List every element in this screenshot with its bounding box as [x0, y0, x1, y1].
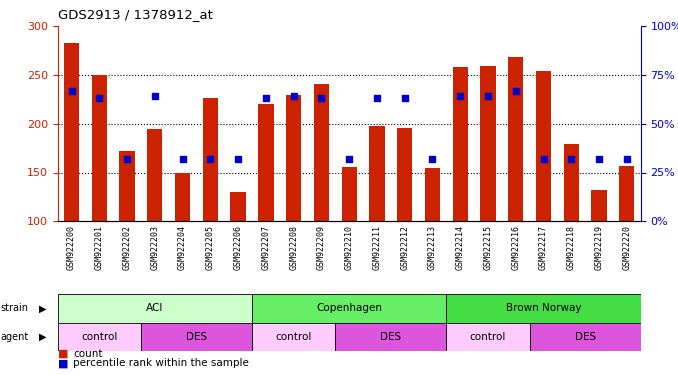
Bar	[286, 94, 301, 221]
Text: DES: DES	[575, 332, 596, 342]
Bar	[141, 322, 252, 351]
Point	[121, 156, 132, 162]
Point	[483, 93, 494, 99]
Bar	[175, 172, 191, 221]
Text: GSM922202: GSM922202	[123, 225, 132, 270]
Bar	[425, 168, 440, 221]
Bar	[563, 144, 579, 221]
Bar	[342, 166, 357, 221]
Bar	[480, 66, 496, 221]
Text: control: control	[81, 332, 117, 342]
Text: GSM922201: GSM922201	[95, 225, 104, 270]
Text: percentile rank within the sample: percentile rank within the sample	[73, 358, 249, 368]
Point	[177, 156, 188, 162]
Bar	[231, 192, 245, 221]
Text: agent: agent	[1, 332, 29, 342]
Point	[622, 156, 633, 162]
Bar	[92, 75, 107, 221]
Bar	[591, 190, 607, 221]
Point	[399, 95, 410, 101]
Bar	[619, 166, 635, 221]
Point	[66, 88, 77, 94]
Bar	[397, 128, 412, 221]
Point	[205, 156, 216, 162]
Point	[427, 156, 438, 162]
Point	[288, 93, 299, 99]
Bar	[446, 322, 530, 351]
Text: ACI: ACI	[146, 303, 163, 313]
Point	[594, 156, 605, 162]
Text: GSM922207: GSM922207	[262, 225, 271, 270]
Point	[566, 156, 577, 162]
Text: GSM922216: GSM922216	[511, 225, 520, 270]
Text: count: count	[73, 349, 103, 359]
Text: GSM922212: GSM922212	[400, 225, 410, 270]
Point	[511, 88, 521, 94]
Bar	[58, 322, 141, 351]
Bar	[119, 151, 135, 221]
Text: GSM922205: GSM922205	[206, 225, 215, 270]
Text: GSM922210: GSM922210	[344, 225, 354, 270]
Text: ■: ■	[58, 358, 68, 368]
Bar	[370, 126, 384, 221]
Bar	[58, 294, 252, 322]
Text: Brown Norway: Brown Norway	[506, 303, 581, 313]
Text: GSM922220: GSM922220	[622, 225, 631, 270]
Point	[260, 95, 271, 101]
Text: ▶: ▶	[39, 332, 47, 342]
Text: GSM922219: GSM922219	[595, 225, 603, 270]
Text: GSM922206: GSM922206	[234, 225, 243, 270]
Text: GSM922211: GSM922211	[372, 225, 382, 270]
Text: control: control	[470, 332, 506, 342]
Bar	[530, 322, 641, 351]
Text: GSM922200: GSM922200	[67, 225, 76, 270]
Text: ■: ■	[58, 349, 68, 359]
Text: GSM922214: GSM922214	[456, 225, 464, 270]
Text: GSM922208: GSM922208	[289, 225, 298, 270]
Text: control: control	[275, 332, 312, 342]
Point	[149, 93, 160, 99]
Bar	[252, 294, 446, 322]
Text: GSM922203: GSM922203	[151, 225, 159, 270]
Bar	[252, 322, 336, 351]
Text: GSM922218: GSM922218	[567, 225, 576, 270]
Text: strain: strain	[1, 303, 28, 313]
Bar	[336, 322, 446, 351]
Bar	[258, 104, 273, 221]
Text: GSM922209: GSM922209	[317, 225, 326, 270]
Point	[344, 156, 355, 162]
Point	[94, 95, 104, 101]
Bar	[314, 84, 329, 221]
Text: GSM922217: GSM922217	[539, 225, 548, 270]
Point	[538, 156, 549, 162]
Text: Copenhagen: Copenhagen	[316, 303, 382, 313]
Text: GDS2913 / 1378912_at: GDS2913 / 1378912_at	[58, 8, 212, 21]
Text: DES: DES	[186, 332, 207, 342]
Bar	[446, 294, 641, 322]
Point	[316, 95, 327, 101]
Text: GSM922204: GSM922204	[178, 225, 187, 270]
Text: GSM922213: GSM922213	[428, 225, 437, 270]
Point	[372, 95, 382, 101]
Text: DES: DES	[380, 332, 401, 342]
Bar	[203, 98, 218, 221]
Bar	[147, 129, 163, 221]
Bar	[64, 43, 79, 221]
Bar	[508, 57, 523, 221]
Text: ▶: ▶	[39, 303, 47, 313]
Text: GSM922215: GSM922215	[483, 225, 492, 270]
Bar	[536, 71, 551, 221]
Point	[233, 156, 243, 162]
Bar	[453, 67, 468, 221]
Point	[455, 93, 466, 99]
